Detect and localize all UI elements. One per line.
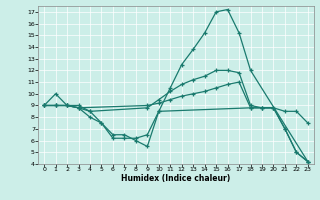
X-axis label: Humidex (Indice chaleur): Humidex (Indice chaleur) <box>121 174 231 183</box>
